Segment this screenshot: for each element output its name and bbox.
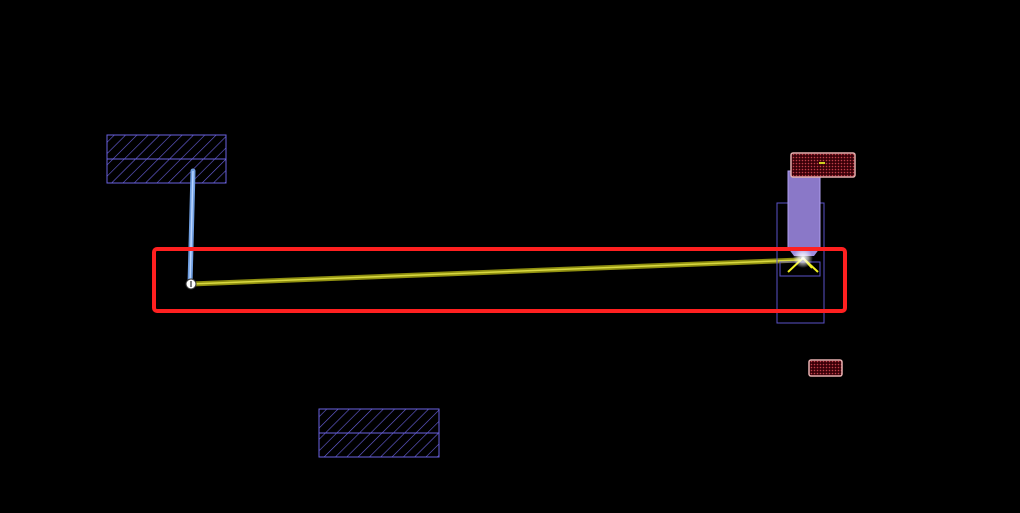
emitter-body: [787, 170, 821, 249]
block-top-right: [790, 152, 856, 178]
platform-top-left: [106, 134, 227, 184]
rope-highlight: [189, 170, 194, 285]
impact-glow: [793, 248, 813, 268]
highlight-box: [152, 247, 847, 313]
platform-bottom: [318, 408, 440, 458]
block-small: [808, 359, 843, 377]
laser-beam-core: [190, 259, 801, 285]
